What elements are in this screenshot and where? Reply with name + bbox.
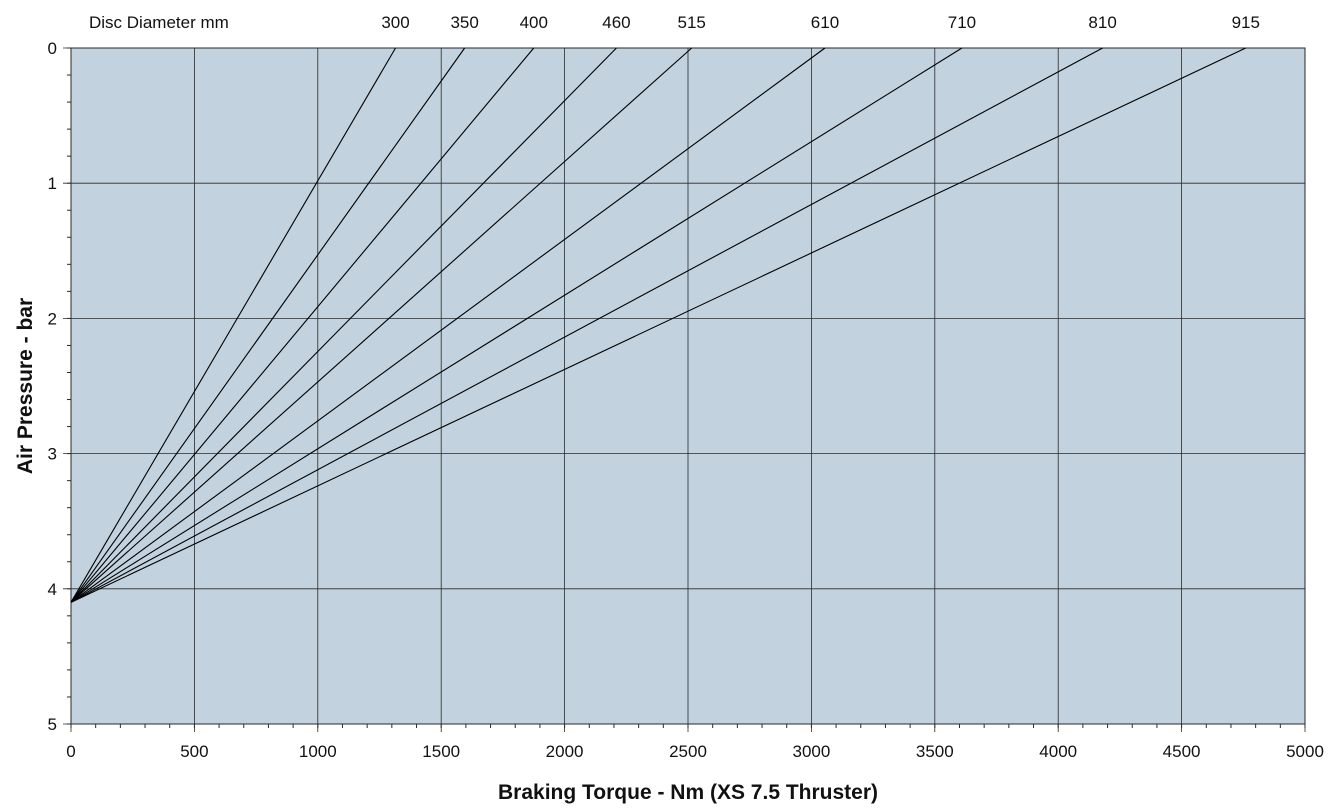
- series-line-350: [70, 47, 466, 603]
- y-axis-title: Air Pressure - bar: [14, 298, 37, 474]
- disc-label-710: 710: [948, 13, 976, 32]
- x-tick-label: 2000: [546, 742, 584, 761]
- x-tick-label: 4000: [1039, 742, 1077, 761]
- y-tick-label: 1: [48, 174, 57, 193]
- top-axis-label: Disc Diameter mm: [89, 13, 229, 32]
- x-tick-label: 500: [180, 742, 208, 761]
- disc-diameter-labels: 300 350 400 460 515 610 710 810 915: [381, 13, 1260, 32]
- y-tick-labels: 0 1 2 3 4 5: [48, 39, 57, 734]
- disc-label-300: 300: [381, 13, 409, 32]
- disc-label-460: 460: [602, 13, 630, 32]
- x-tick-label: 1000: [299, 742, 337, 761]
- disc-label-915: 915: [1232, 13, 1260, 32]
- series-line-515: [70, 47, 693, 603]
- x-tick-labels: 0 500 1000 1500 2000 2500 3000 3500 4000 4500 5000: [66, 742, 1324, 761]
- x-tick-label: 3500: [916, 742, 954, 761]
- x-tick-label: 4500: [1163, 742, 1201, 761]
- gridlines: [63, 47, 1306, 732]
- series-line-460: [70, 47, 617, 603]
- disc-label-810: 810: [1088, 13, 1116, 32]
- series-line-400: [70, 47, 535, 603]
- series-line-710: [70, 47, 963, 603]
- x-tick-label: 5000: [1286, 742, 1324, 761]
- disc-label-515: 515: [678, 13, 706, 32]
- x-tick-label: 0: [66, 742, 75, 761]
- series-line-610: [70, 47, 826, 603]
- x-tick-label: 3000: [792, 742, 830, 761]
- y-tick-label: 3: [48, 445, 57, 464]
- series-line-810: [70, 47, 1103, 603]
- disc-label-350: 350: [450, 13, 478, 32]
- x-axis-title: Braking Torque - Nm (XS 7.5 Thruster): [498, 781, 878, 804]
- y-tick-label: 0: [48, 39, 57, 58]
- series-lines: [70, 47, 1247, 603]
- x-tick-label: 2500: [669, 742, 707, 761]
- y-tick-label: 5: [48, 715, 57, 734]
- x-tick-label: 1500: [422, 742, 460, 761]
- disc-label-400: 400: [520, 13, 548, 32]
- y-tick-label: 4: [48, 580, 57, 599]
- disc-label-610: 610: [811, 13, 839, 32]
- series-line-915: [70, 47, 1247, 603]
- series-line-300: [70, 47, 397, 603]
- y-tick-label: 2: [48, 309, 57, 328]
